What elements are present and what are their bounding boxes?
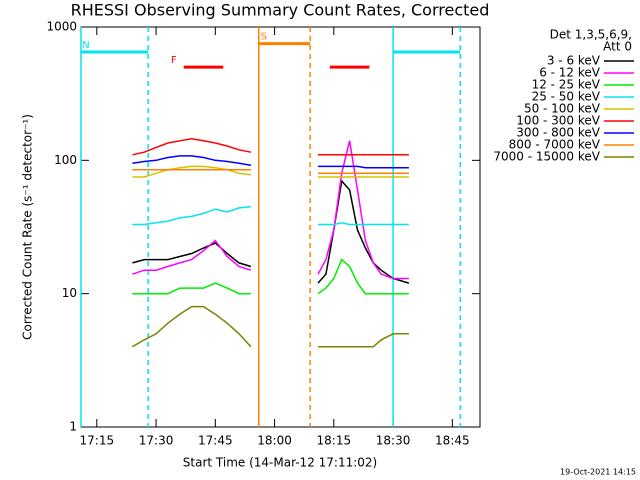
series-line <box>132 305 409 348</box>
interval-label: S <box>261 32 267 43</box>
series-line <box>132 165 409 178</box>
x-tick-label: 18:15 <box>317 434 352 448</box>
x-tick-label: 18:30 <box>376 434 411 448</box>
series-line <box>132 205 409 226</box>
legend-label: 25 - 50 keV <box>532 90 601 104</box>
series-line <box>132 258 409 295</box>
series-line <box>132 140 409 280</box>
x-tick-label: 18:00 <box>257 434 292 448</box>
interval-label: N <box>82 40 89 51</box>
footer: 19-Oct-2021 14:15 <box>560 468 636 477</box>
x-tick-label: 18:45 <box>435 434 470 448</box>
x-tick-label: 17:30 <box>139 434 174 448</box>
x-tick-label: 17:15 <box>80 434 115 448</box>
legend-label: 12 - 25 keV <box>532 78 601 92</box>
series-line <box>132 179 410 284</box>
legend-label: 300 - 800 keV <box>516 126 600 140</box>
legend-label: 800 - 7000 keV <box>509 138 601 152</box>
y-tick-label: 10 <box>62 286 77 300</box>
series-line <box>132 168 409 175</box>
y-tick-label: 100 <box>54 153 77 167</box>
x-tick-label: 17:45 <box>198 434 233 448</box>
series-line <box>132 138 409 156</box>
legend-label: 7000 - 15000 keV <box>493 150 600 164</box>
legend-label: 50 - 100 keV <box>524 102 601 116</box>
interval-label: F <box>171 55 177 66</box>
plot-frame <box>80 26 481 428</box>
legend-label: 6 - 12 keV <box>539 66 601 80</box>
legend-title: Att 0 <box>603 40 632 54</box>
y-axis-label: Corrected Count Rate (s⁻¹ detector⁻¹) <box>21 114 35 340</box>
y-tick-label: 1000 <box>46 20 77 34</box>
series-line <box>132 155 409 169</box>
x-axis-label: Start Time (14-Mar-12 17:11:02) <box>183 456 377 470</box>
legend-title: Det 1,3,5,6,9, <box>550 28 632 42</box>
legend-label: 100 - 300 keV <box>516 114 600 128</box>
chart-title: RHESSI Observing Summary Count Rates, Co… <box>71 1 490 20</box>
legend-label: 3 - 6 keV <box>547 54 601 68</box>
y-tick-label: 1 <box>69 420 77 434</box>
